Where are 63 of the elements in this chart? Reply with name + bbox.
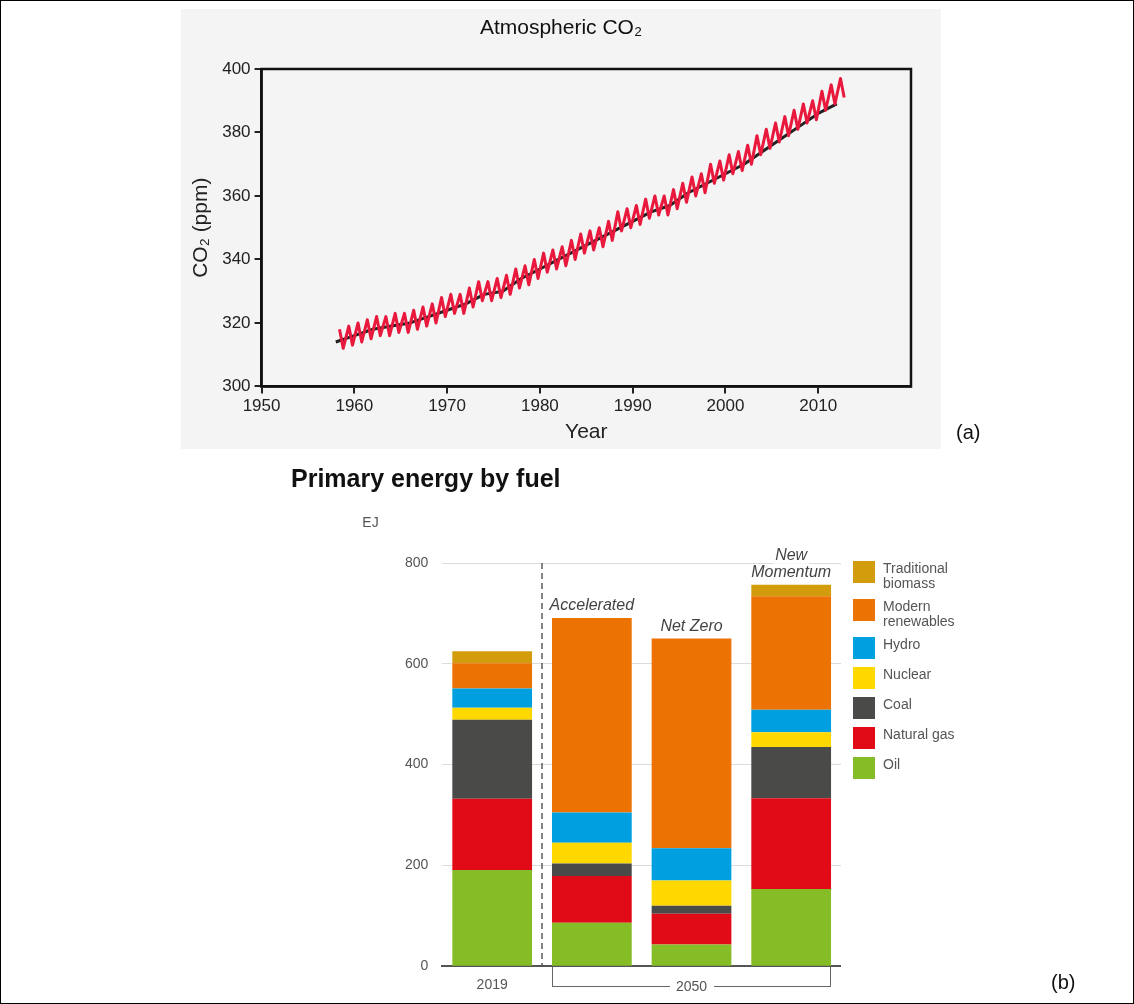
bar <box>551 617 632 813</box>
legend-label: Traditional biomass <box>883 560 949 591</box>
x-tick-label: 2010 <box>799 396 838 416</box>
x-tick-label: 2000 <box>706 396 745 416</box>
x-tick-label: 1970 <box>428 396 467 416</box>
bar <box>751 584 832 597</box>
bar <box>651 905 732 914</box>
bar <box>452 651 533 664</box>
bar <box>452 707 533 720</box>
x-tick-label: 1990 <box>613 396 652 416</box>
bar <box>452 688 533 708</box>
text: (a) <box>956 421 981 444</box>
bar <box>452 869 533 966</box>
x-tick-label: 2019 <box>476 976 508 993</box>
bar <box>651 944 732 966</box>
y-tick-label: 360 <box>222 185 251 205</box>
annotation: Accelerated <box>548 596 636 614</box>
bar <box>751 889 832 966</box>
chart-title: Atmospheric CO₂ <box>478 15 644 39</box>
bar <box>751 798 832 890</box>
bar <box>651 638 732 849</box>
y-tick-label: 300 <box>222 376 251 396</box>
x-tick-label: 1950 <box>242 396 281 416</box>
bar <box>551 842 632 864</box>
y-tick-label: 600 <box>405 654 429 671</box>
bar <box>651 880 732 906</box>
bar <box>651 848 732 881</box>
x-tick-label: 1960 <box>335 396 374 416</box>
y-tick-label: 400 <box>222 58 251 78</box>
bar <box>452 663 533 689</box>
bar <box>751 709 832 733</box>
legend-label: Coal <box>883 696 913 712</box>
bar <box>452 798 533 870</box>
bar <box>751 732 832 747</box>
x-axis-title: Year <box>565 419 608 443</box>
annotation: New Momentum <box>751 546 832 581</box>
annotation: Net Zero <box>660 617 723 635</box>
y-tick-label: 400 <box>405 755 429 772</box>
chart-title: Primary energy by fuel <box>291 464 561 493</box>
bar <box>452 719 533 799</box>
bar <box>551 812 632 843</box>
y-tick-label: 380 <box>222 122 251 142</box>
y-tick-label: 320 <box>222 312 251 332</box>
text: 2050 <box>669 977 714 996</box>
legend-label: Hydro <box>883 636 922 652</box>
x-tick-label: 1980 <box>520 396 559 416</box>
legend-label: Oil <box>883 756 902 772</box>
legend-label: Natural gas <box>883 726 956 742</box>
bar <box>751 746 832 799</box>
y-tick-label: 800 <box>405 553 429 570</box>
bar <box>651 913 732 945</box>
legend-label: Nuclear <box>883 666 933 682</box>
bar <box>551 863 632 876</box>
bar <box>551 922 632 966</box>
y-tick-label: 340 <box>222 249 251 269</box>
bar <box>751 596 832 710</box>
y-tick-label: 0 <box>420 957 429 974</box>
y-tick-label: 200 <box>405 856 429 873</box>
text: (b) <box>1051 971 1076 994</box>
y-axis-title: EJ <box>362 514 379 530</box>
y-axis-title: CO₂ (ppm) <box>188 177 212 278</box>
legend-label: Modern renewables <box>883 598 956 629</box>
bar <box>551 875 632 923</box>
